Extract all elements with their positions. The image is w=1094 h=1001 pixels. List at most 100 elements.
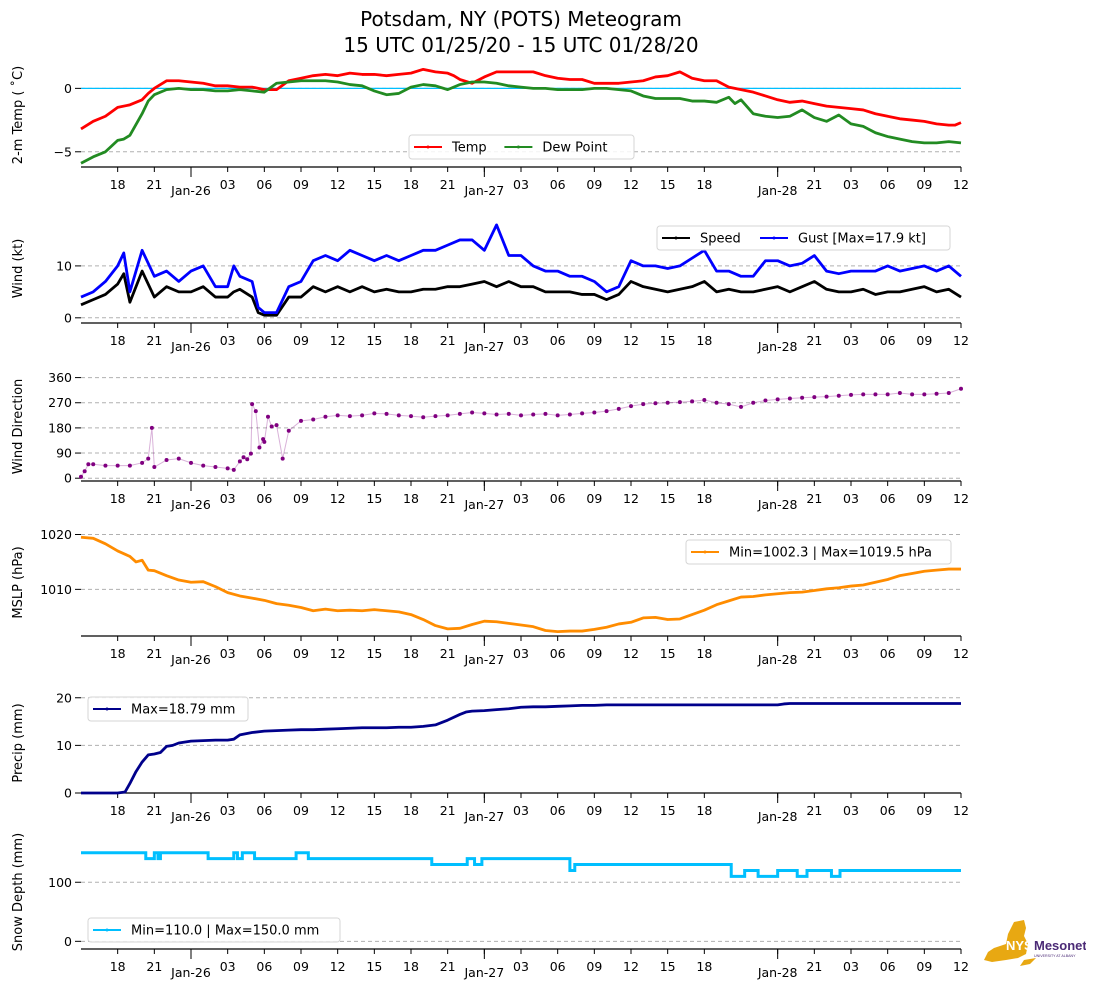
x-day-label: Jan-28 <box>757 965 798 980</box>
y-tick-label: 0 <box>64 81 72 96</box>
x-tick-label: 12 <box>623 959 639 974</box>
x-tick-label: 06 <box>256 491 272 506</box>
x-tick-label: 09 <box>916 959 932 974</box>
data-point <box>433 414 438 419</box>
x-tick-label: 09 <box>586 177 602 192</box>
ny-state-shape-icon <box>984 920 1036 966</box>
data-point <box>269 424 274 429</box>
data-point <box>115 463 120 468</box>
x-tick-label: 09 <box>916 803 932 818</box>
series-line-snow <box>81 851 961 878</box>
x-tick-label: 18 <box>110 959 126 974</box>
x-tick-label: 18 <box>696 959 712 974</box>
x-tick-label: 18 <box>110 333 126 348</box>
x-tick-label: 09 <box>293 803 309 818</box>
x-tick-label: 21 <box>146 333 162 348</box>
y-axis-label: Snow Depth (mm) <box>11 833 26 951</box>
data-point <box>763 398 768 403</box>
x-tick-label: 03 <box>513 803 529 818</box>
data-point <box>641 402 646 407</box>
x-tick-label: 21 <box>806 646 822 661</box>
x-tick-label: 06 <box>880 803 896 818</box>
data-point <box>629 404 633 409</box>
y-tick-label: 1020 <box>40 527 72 542</box>
legend-label: Gust [Max=17.9 kt] <box>798 232 926 247</box>
data-point <box>519 413 523 418</box>
x-tick-label: 12 <box>953 803 969 818</box>
panel-temp: 0 −5 18 21 03 06 09 12 15 18 21 03 06 09 12 15 18 21 03 06 0… <box>10 66 969 198</box>
x-tick-label: 09 <box>916 333 932 348</box>
x-tick-label: 09 <box>586 491 602 506</box>
x-tick-label: 06 <box>550 333 566 348</box>
data-point <box>555 413 560 418</box>
data-point <box>257 445 262 450</box>
data-point <box>152 465 157 470</box>
data-point <box>409 414 413 419</box>
data-point <box>274 423 279 428</box>
x-tick-label: 09 <box>293 491 309 506</box>
y-axis-label: 2-m Temp ( ˚C) <box>10 66 26 164</box>
y-tick-label: 270 <box>48 395 72 410</box>
x-tick-label: 12 <box>623 646 639 661</box>
x-tick-label: 15 <box>366 491 382 506</box>
data-point <box>910 392 915 397</box>
x-tick-label: 12 <box>330 333 346 348</box>
x-tick-label: 18 <box>403 333 419 348</box>
data-point <box>665 400 670 405</box>
x-tick-label: 06 <box>880 491 896 506</box>
data-point <box>360 413 365 418</box>
x-tick-label: 15 <box>660 959 676 974</box>
x-tick-label: 06 <box>550 959 566 974</box>
x-tick-label: 21 <box>440 803 456 818</box>
data-point <box>213 465 218 470</box>
x-tick-label: 18 <box>110 646 126 661</box>
series-line-temp <box>80 67 962 131</box>
x-tick-label: 09 <box>916 646 932 661</box>
data-point <box>176 456 181 461</box>
x-tick-label: 12 <box>623 803 639 818</box>
data-point <box>248 451 253 456</box>
x-tick-label: 03 <box>843 491 859 506</box>
data-point <box>494 412 499 417</box>
series-line-speed <box>80 269 962 317</box>
y-tick-label: 10 <box>56 738 72 753</box>
x-tick-label: 09 <box>916 177 932 192</box>
data-point <box>567 412 572 417</box>
data-point <box>91 462 96 467</box>
x-tick-label: 03 <box>220 803 236 818</box>
legend-marker <box>674 236 678 240</box>
legend-marker <box>105 707 109 711</box>
x-tick-label: 12 <box>623 491 639 506</box>
x-tick-label: 21 <box>440 959 456 974</box>
legend-temp: Temp Dew Point <box>408 134 635 160</box>
x-tick-label: 03 <box>843 803 859 818</box>
data-point <box>690 399 695 404</box>
legend-box <box>656 225 951 251</box>
data-point <box>457 411 462 416</box>
x-tick-label: 12 <box>330 491 346 506</box>
x-day-label: Jan-27 <box>463 652 504 667</box>
series-line-max-18-79-mm <box>81 702 962 795</box>
series-line-min-1002-3-max-1019-5-hpa <box>80 535 961 634</box>
chart-title-line1: Potsdam, NY (POTS) Meteogram <box>360 7 682 31</box>
data-point <box>299 418 303 423</box>
x-day-label: Jan-27 <box>463 183 504 198</box>
x-tick-label: 15 <box>366 803 382 818</box>
x-tick-label: 12 <box>623 177 639 192</box>
x-tick-label: 21 <box>806 491 822 506</box>
y-axis-label: Wind (kt) <box>11 239 26 299</box>
data-point <box>812 395 817 400</box>
legend-mslp: Min=1002.3 | Max=1019.5 hPa <box>685 539 952 565</box>
series-line-gust-max-17-9-kt <box>80 223 962 315</box>
x-tick-label: 18 <box>403 959 419 974</box>
chart-title-line2: 15 UTC 01/25/20 - 15 UTC 01/28/20 <box>343 33 699 57</box>
x-tick-label: 03 <box>220 333 236 348</box>
legend-label: Max=18.79 mm <box>131 703 235 718</box>
data-point <box>739 404 743 409</box>
data-point <box>677 400 682 405</box>
data-point <box>86 462 91 467</box>
y-axis-label: Precip (mm) <box>11 703 26 782</box>
x-tick-label: 06 <box>256 959 272 974</box>
